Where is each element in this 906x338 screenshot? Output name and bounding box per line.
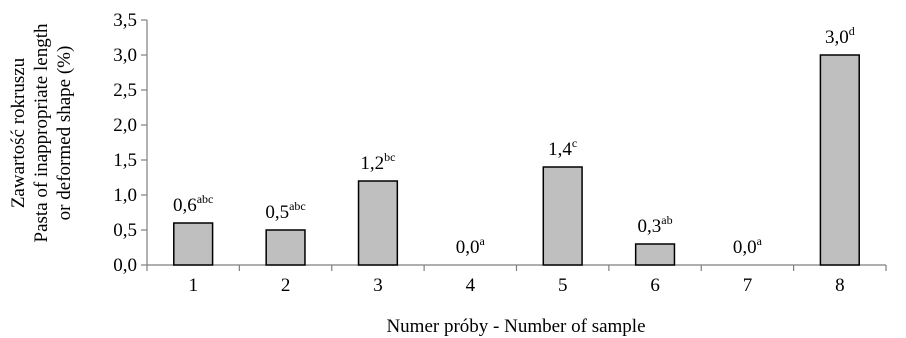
y-axis-title: Zawartość rokruszu Pasta of inappropriat… [8,23,75,242]
y-axis-title-line-2: Pasta of inappropriate length [31,23,52,242]
data-label: 0,0a [456,234,486,258]
data-label: 0,5abc [265,199,305,223]
y-tick-label: 1,0 [113,185,137,206]
y-tick-label: 3,0 [113,45,137,66]
x-axis-title: Numer próby - Number of sample [386,316,645,337]
y-tick-label: 0,0 [113,255,137,276]
y-tick-label: 3,5 [113,10,137,31]
y-tick-label: 1,5 [113,150,137,171]
y-axis-title-line-3: or deformed shape (%) [54,46,75,221]
bar [357,180,399,266]
data-label: 1,4c [548,136,577,160]
y-tick-label: 2,5 [113,80,137,101]
bar [634,243,676,266]
x-tick-label: 7 [743,275,753,296]
data-label: 3,0d [825,24,855,48]
bars [173,54,860,266]
y-axis: 0,0 0,5 1,0 1,5 2,0 2,5 3,0 3,5 [113,10,148,276]
y-tick-label: 2,0 [113,115,137,136]
data-label: 0,6abc [173,192,213,216]
x-tick-label: 3 [373,275,383,296]
data-label: 0,3ab [638,213,673,237]
x-tick-label: 1 [188,275,198,296]
x-tick-label: 6 [650,275,660,296]
bar [542,166,583,266]
bar [265,229,306,266]
x-tick-label: 2 [281,275,291,296]
data-label: 1,2bc [360,150,395,174]
y-tick-label: 0,5 [113,220,137,241]
bar [819,54,860,266]
data-label: 0,0a [733,234,763,258]
bar [173,222,214,266]
x-axis: 1 2 3 4 5 6 7 8 [146,264,887,296]
x-tick-label: 4 [466,275,476,296]
x-tick-label: 5 [558,275,568,296]
x-tick-label: 8 [835,275,845,296]
y-axis-title-line-1: Zawartość rokruszu [8,57,29,208]
data-labels: 0,6abc 0,5abc 1,2bc 0,0a 1,4c 0,3ab 0,0a 3,0d [173,24,855,258]
